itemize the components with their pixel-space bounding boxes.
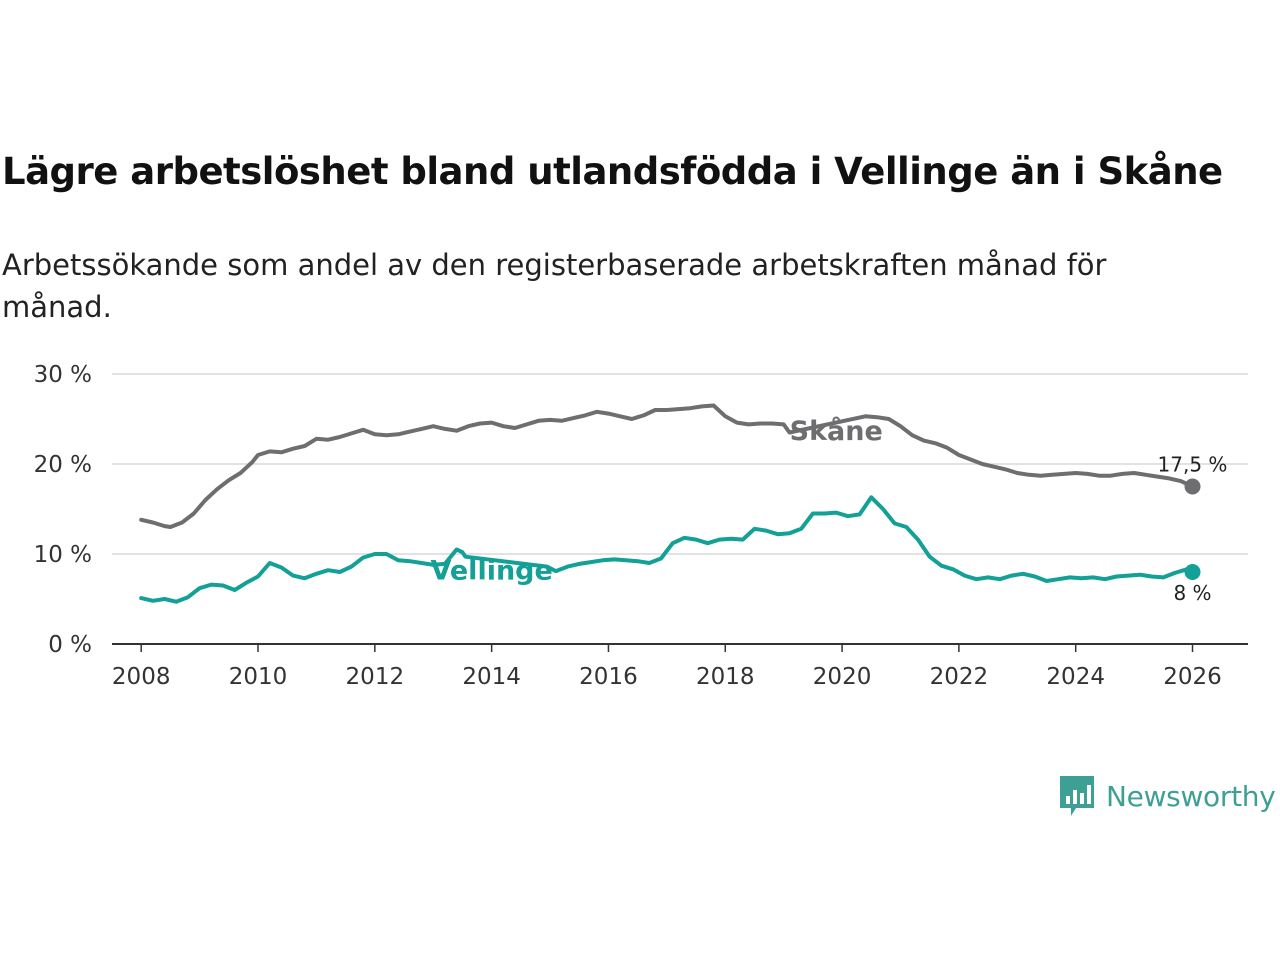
x-axis: 2008 2010 2012 2014 2016 2018 2020 2022 2024 2026: [112, 643, 1248, 690]
series-name-label: Vellinge: [430, 555, 552, 586]
series-end-marker: [1184, 564, 1201, 580]
x-tick-label: 2014: [462, 664, 521, 690]
y-tick-label: 0 %: [48, 632, 92, 658]
series-lines: [139, 403, 1201, 604]
series-name-label: Skåne: [790, 415, 883, 447]
series-end-label: 8 %: [1173, 581, 1211, 605]
newsworthy-logo-icon: [1060, 776, 1094, 816]
x-tick-label: 2026: [1163, 664, 1222, 690]
chart-title: Lägre arbetslöshet bland utlandsfödda i …: [2, 150, 1223, 193]
y-axis-ticks: 0 % 10 % 20 % 30 %: [34, 362, 92, 658]
y-tick-label: 10 %: [34, 542, 92, 568]
x-tick-label: 2008: [112, 664, 171, 690]
x-tick-label: 2024: [1046, 664, 1105, 690]
series-end-marker: [1184, 478, 1201, 495]
y-tick-label: 20 %: [34, 452, 92, 478]
grid-lines: [112, 373, 1248, 555]
y-tick-label: 30 %: [34, 362, 92, 388]
series-labels: 17,5 % 8 % Skåne Vellinge: [430, 415, 1227, 605]
newsworthy-logo: Newsworthy: [1058, 774, 1276, 818]
series-end-label: 17,5 %: [1158, 453, 1228, 477]
x-tick-label: 2016: [579, 664, 638, 690]
x-tick-label: 2010: [229, 664, 288, 690]
x-tick-label: 2018: [696, 664, 755, 690]
chart-subtitle: Arbetssökande som andel av den registerb…: [2, 248, 1107, 324]
x-tick-label: 2012: [346, 664, 405, 690]
series-line-vellinge: [139, 495, 1195, 604]
x-tick-label: 2020: [813, 664, 872, 690]
series-line-skne: [139, 403, 1195, 529]
x-tick-label: 2022: [930, 664, 989, 690]
newsworthy-brand-name: Newsworthy: [1106, 779, 1276, 813]
